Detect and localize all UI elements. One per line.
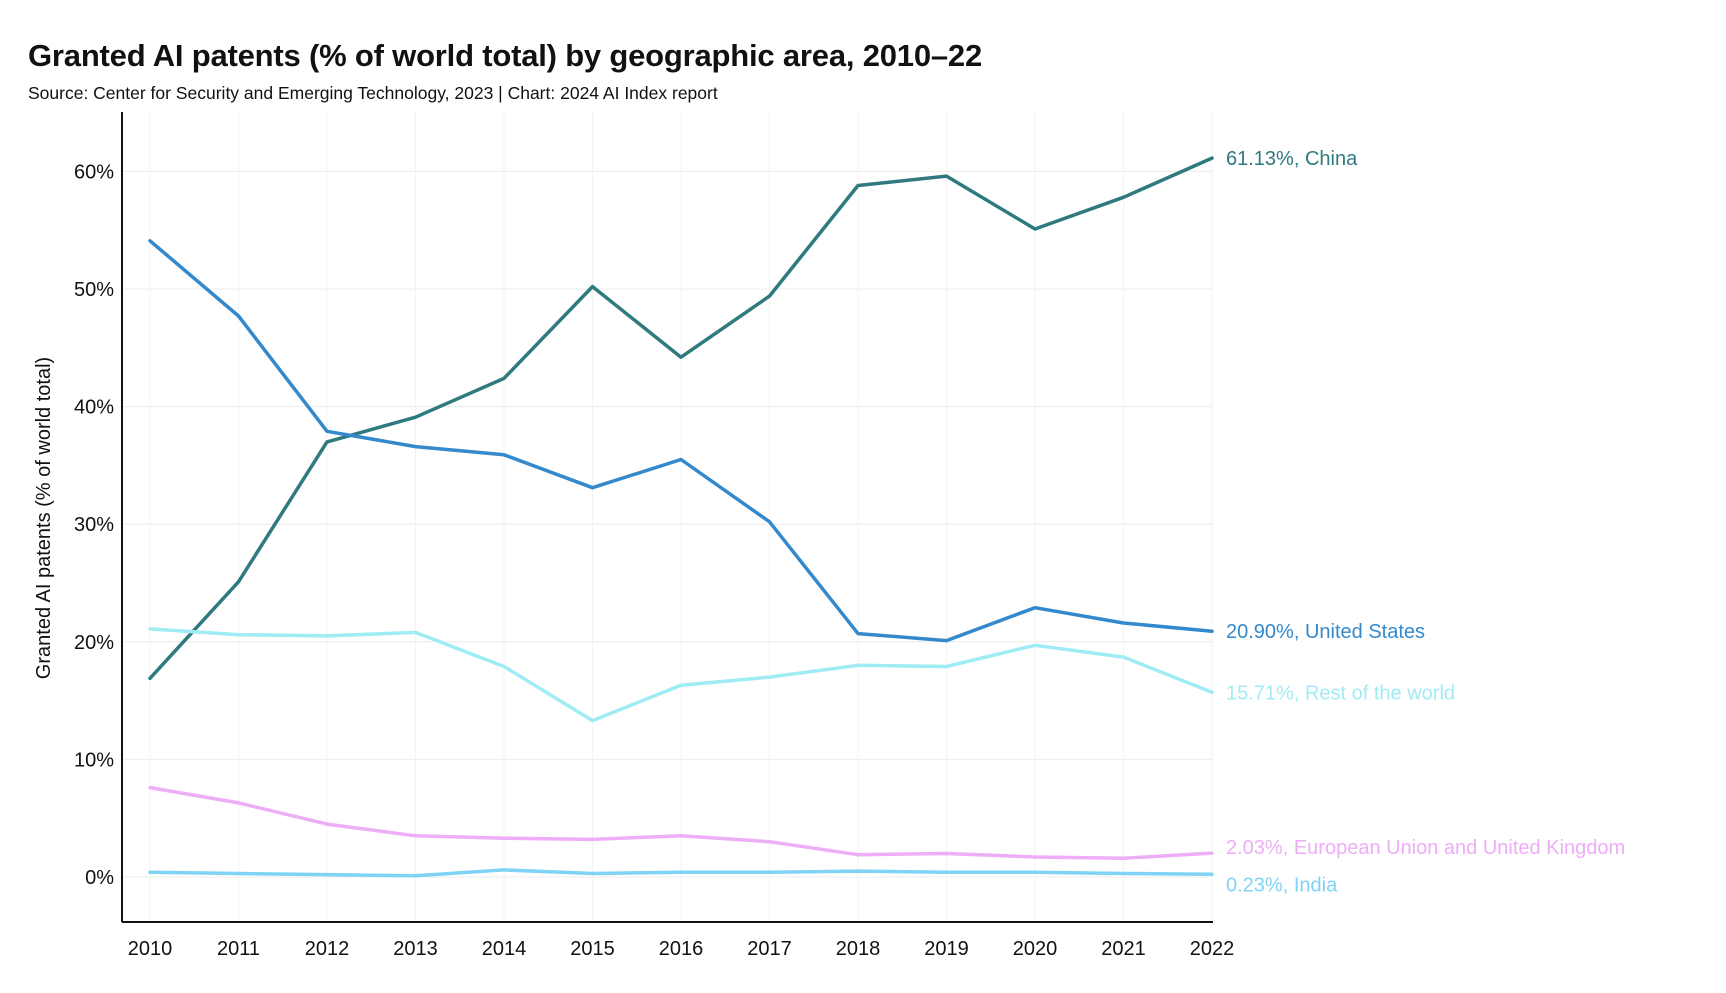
x-tick-label: 2019 (924, 938, 969, 960)
x-tick-label: 2021 (1101, 938, 1146, 960)
y-tick-label: 20% (74, 632, 114, 654)
axes: 0% 10% 20% 30% 40% 50% 60% 2010 2011 2012 2013 2014… (74, 112, 1234, 960)
x-tick-label: 2011 (217, 938, 260, 960)
x-tick-label: 2020 (1013, 938, 1058, 960)
series-line-india (148, 868, 1214, 878)
x-tick-label: 2012 (305, 938, 350, 960)
x-tick-label: 2017 (747, 938, 792, 960)
end-label-rest-of-the-world: 15.71%, Rest of the world (1226, 682, 1455, 704)
y-tick-label: 0% (85, 867, 114, 889)
gridlines (122, 112, 1213, 922)
chart-subtitle: Source: Center for Security and Emerging… (28, 83, 718, 103)
end-label-china: 61.13%, China (1226, 148, 1358, 170)
series-line-china (148, 156, 1214, 681)
series-line-european-union-and-united-kingdom (148, 785, 1214, 860)
series-end-labels: 61.13%, China 20.90%, United States 15.71%… (1226, 148, 1625, 896)
y-axis-label: Granted AI patents (% of world total) (33, 357, 55, 679)
series-line-united-states (148, 239, 1214, 643)
x-tick-label: 2018 (836, 938, 881, 960)
y-tick-label: 60% (74, 161, 114, 183)
x-tick-label: 2013 (393, 938, 438, 960)
chart-title: Granted AI patents (% of world total) by… (28, 38, 982, 73)
end-label-india: 0.23%, India (1226, 874, 1338, 896)
y-tick-label: 40% (74, 397, 114, 419)
series-line-rest-of-the-world (148, 627, 1214, 723)
end-label-united-states: 20.90%, United States (1226, 621, 1425, 643)
x-tick-label: 2022 (1190, 938, 1235, 960)
x-tick-label: 2016 (659, 938, 704, 960)
x-tick-label: 2015 (570, 938, 615, 960)
y-tick-label: 10% (74, 749, 114, 771)
x-tick-label: 2010 (128, 938, 173, 960)
x-tick-label: 2014 (482, 938, 527, 960)
end-label-european-union-and-united-kingdom: 2.03%, European Union and United Kingdom (1226, 837, 1625, 859)
y-tick-label: 30% (74, 514, 114, 536)
series-lines (148, 156, 1214, 878)
y-tick-label: 50% (74, 279, 114, 301)
